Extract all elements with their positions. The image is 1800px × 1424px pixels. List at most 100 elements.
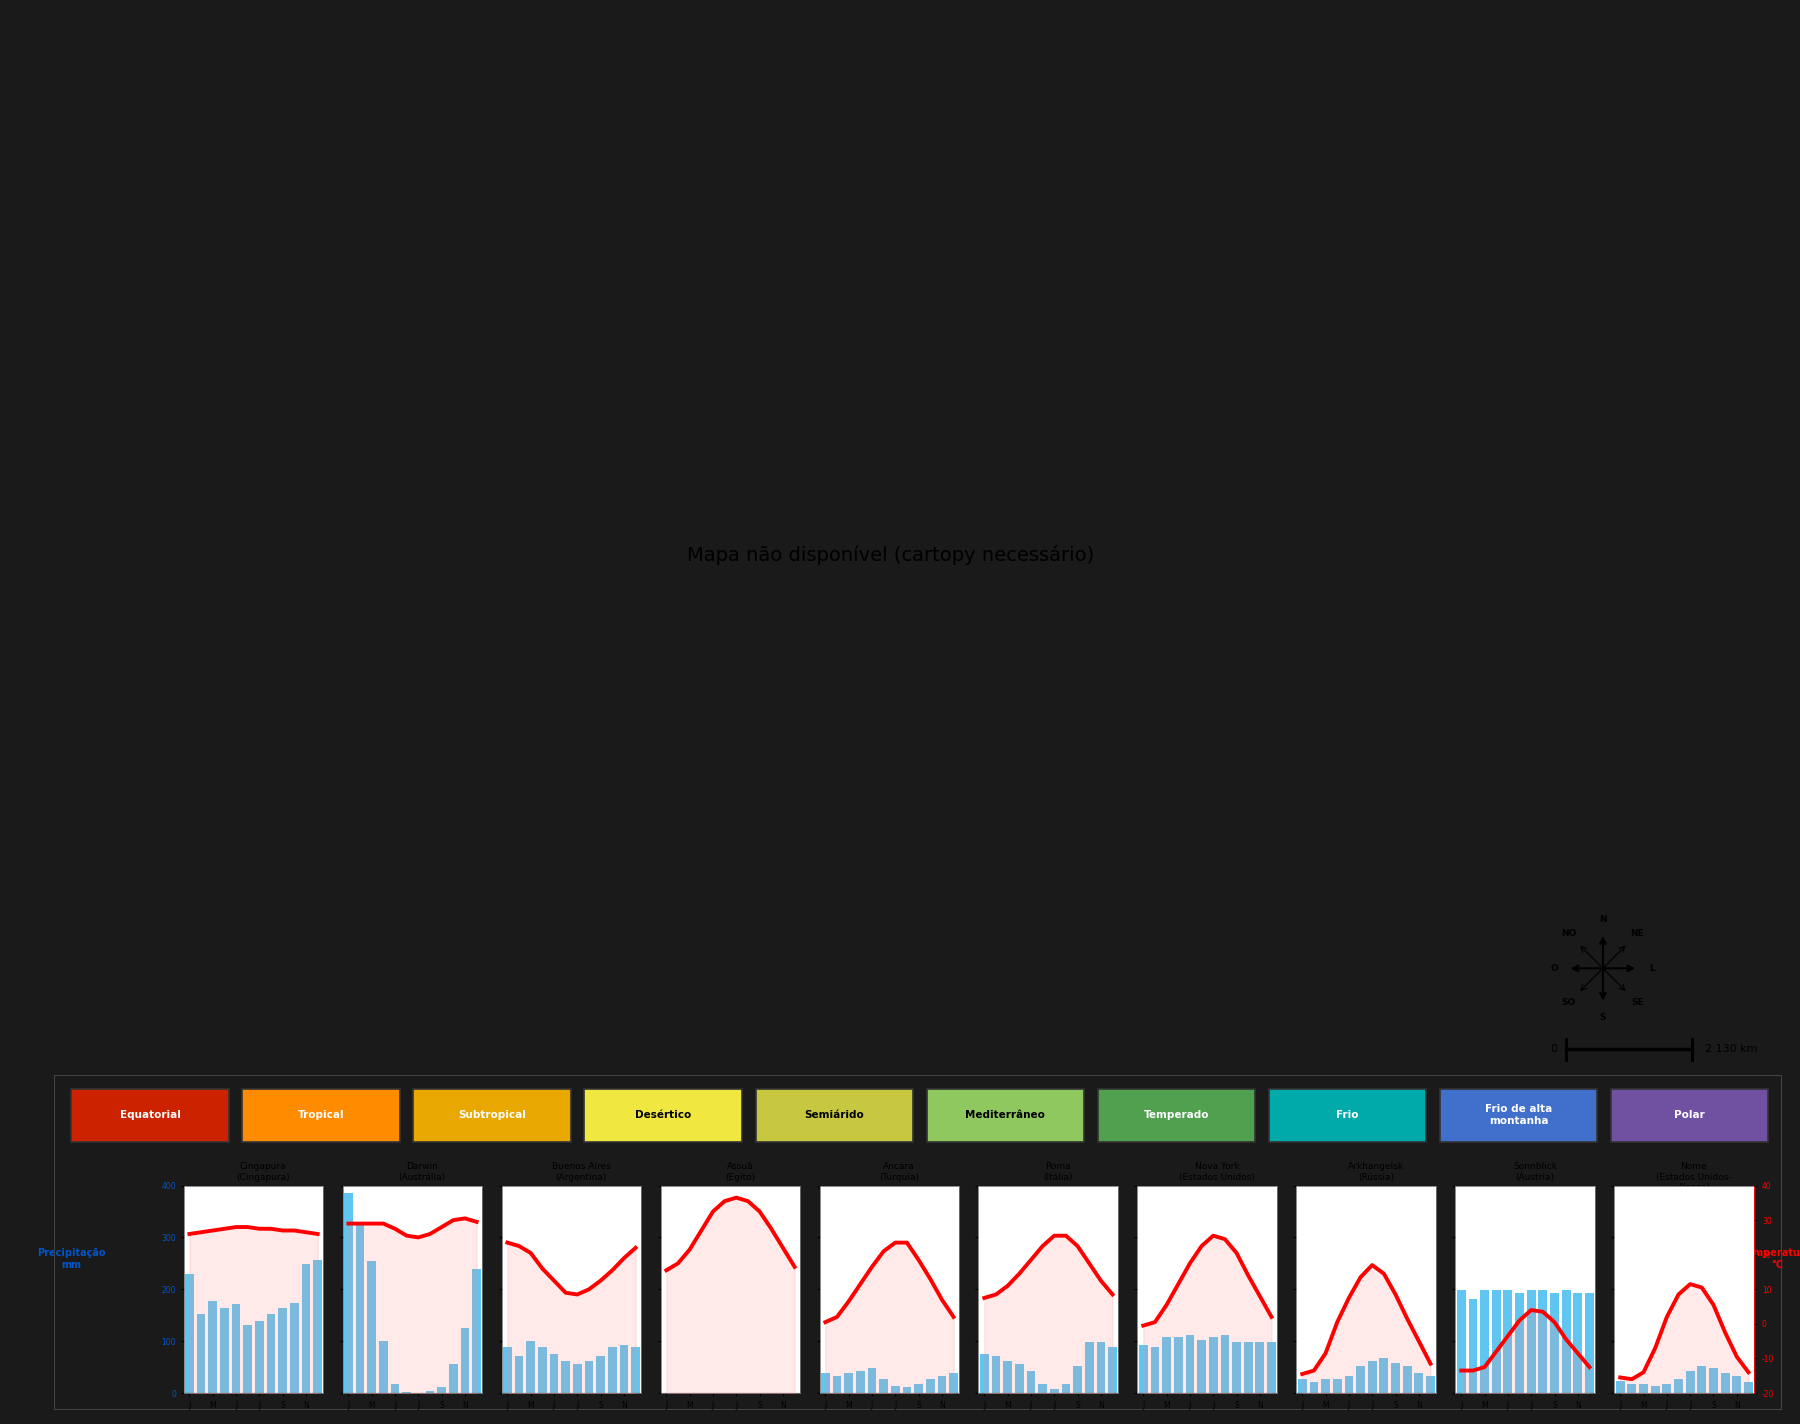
- Bar: [596, 1356, 605, 1393]
- Text: L: L: [1649, 964, 1654, 973]
- Bar: [461, 1329, 470, 1393]
- Bar: [632, 1347, 641, 1393]
- Bar: [1616, 1381, 1625, 1393]
- Bar: [1015, 1364, 1024, 1393]
- Bar: [1415, 1373, 1424, 1393]
- Bar: [1186, 1334, 1193, 1393]
- Bar: [1651, 1387, 1660, 1393]
- Text: Mediterrâneo: Mediterrâneo: [965, 1111, 1046, 1121]
- Bar: [209, 1300, 218, 1393]
- Bar: [1573, 1293, 1582, 1393]
- Bar: [902, 1387, 911, 1393]
- Text: Subtropical: Subtropical: [459, 1111, 526, 1121]
- Text: Temperado: Temperado: [1143, 1111, 1210, 1121]
- Bar: [256, 1321, 265, 1393]
- Text: Polar: Polar: [1674, 1111, 1705, 1121]
- Bar: [515, 1356, 524, 1393]
- Bar: [1426, 1377, 1435, 1393]
- Text: Temperatura
°C: Temperatura °C: [1742, 1249, 1800, 1270]
- FancyBboxPatch shape: [1098, 1088, 1255, 1142]
- Bar: [1096, 1343, 1105, 1393]
- Bar: [1062, 1384, 1071, 1393]
- Bar: [1516, 1293, 1525, 1393]
- Text: Mapa não disponível (cartopy necessário): Mapa não disponível (cartopy necessário): [688, 545, 1094, 565]
- Bar: [1321, 1378, 1330, 1393]
- Bar: [243, 1326, 252, 1393]
- Bar: [1163, 1337, 1172, 1393]
- Bar: [1663, 1384, 1670, 1393]
- Bar: [1244, 1343, 1253, 1393]
- Bar: [1687, 1371, 1694, 1393]
- Bar: [878, 1378, 887, 1393]
- FancyBboxPatch shape: [927, 1088, 1084, 1142]
- Bar: [572, 1364, 581, 1393]
- Bar: [1220, 1334, 1229, 1393]
- Bar: [1310, 1381, 1318, 1393]
- FancyBboxPatch shape: [414, 1088, 571, 1142]
- Bar: [1355, 1366, 1364, 1393]
- FancyBboxPatch shape: [1269, 1088, 1426, 1142]
- Bar: [538, 1347, 547, 1393]
- Text: Semiárido: Semiárido: [805, 1111, 864, 1121]
- Bar: [1550, 1293, 1559, 1393]
- Bar: [302, 1265, 310, 1393]
- Bar: [1539, 1290, 1548, 1393]
- Bar: [1469, 1299, 1478, 1393]
- Text: 2 130 km: 2 130 km: [1705, 1044, 1757, 1055]
- Bar: [1345, 1377, 1354, 1393]
- Bar: [1710, 1368, 1717, 1393]
- FancyBboxPatch shape: [243, 1088, 400, 1142]
- Bar: [1255, 1343, 1264, 1393]
- Bar: [1332, 1378, 1341, 1393]
- Bar: [1391, 1363, 1400, 1393]
- Bar: [344, 1193, 353, 1393]
- Bar: [1744, 1381, 1753, 1393]
- Bar: [356, 1222, 364, 1393]
- Text: Nome
(Estados Unidos-
Alasca): Nome (Estados Unidos- Alasca): [1656, 1162, 1732, 1192]
- Bar: [437, 1387, 446, 1393]
- Text: SE: SE: [1631, 998, 1643, 1007]
- Bar: [1674, 1378, 1683, 1393]
- Bar: [1109, 1347, 1118, 1393]
- Bar: [290, 1303, 299, 1393]
- Bar: [1627, 1384, 1636, 1393]
- Bar: [549, 1354, 558, 1393]
- Bar: [1233, 1343, 1240, 1393]
- Text: Frio: Frio: [1336, 1111, 1359, 1121]
- Text: 0: 0: [1550, 1044, 1557, 1055]
- FancyBboxPatch shape: [756, 1088, 913, 1142]
- Bar: [1049, 1388, 1058, 1393]
- Bar: [1562, 1290, 1571, 1393]
- Bar: [857, 1371, 864, 1393]
- Text: S: S: [1600, 1012, 1606, 1021]
- Bar: [425, 1391, 434, 1393]
- Bar: [1003, 1361, 1012, 1393]
- Bar: [526, 1341, 535, 1393]
- Text: Buenos Aires
(Argentina): Buenos Aires (Argentina): [551, 1162, 610, 1182]
- Text: Nova York
(Estados Unidos): Nova York (Estados Unidos): [1179, 1162, 1255, 1182]
- Bar: [1456, 1290, 1465, 1393]
- Bar: [1640, 1384, 1649, 1393]
- Bar: [1026, 1371, 1035, 1393]
- Text: SO: SO: [1561, 998, 1575, 1007]
- Bar: [949, 1373, 958, 1393]
- Text: Arkhangelsk
(Rússia): Arkhangelsk (Rússia): [1348, 1162, 1404, 1182]
- Bar: [448, 1364, 457, 1393]
- FancyBboxPatch shape: [585, 1088, 742, 1142]
- Bar: [1139, 1346, 1148, 1393]
- Text: NE: NE: [1631, 930, 1643, 938]
- Text: NO: NO: [1561, 930, 1577, 938]
- Bar: [1267, 1343, 1276, 1393]
- Bar: [232, 1304, 241, 1393]
- Bar: [914, 1384, 923, 1393]
- Text: Tropical: Tropical: [297, 1111, 344, 1121]
- Text: Sonnblick
(Áustria): Sonnblick (Áustria): [1512, 1162, 1557, 1182]
- Bar: [1526, 1290, 1535, 1393]
- Text: Roma
(Itália): Roma (Itália): [1044, 1162, 1073, 1182]
- Bar: [1210, 1337, 1217, 1393]
- Text: Frio de alta
montanha: Frio de alta montanha: [1485, 1105, 1552, 1126]
- Text: Assuã
(Egito): Assuã (Egito): [725, 1162, 754, 1182]
- Bar: [1732, 1377, 1741, 1393]
- Bar: [833, 1377, 841, 1393]
- Bar: [1697, 1366, 1706, 1393]
